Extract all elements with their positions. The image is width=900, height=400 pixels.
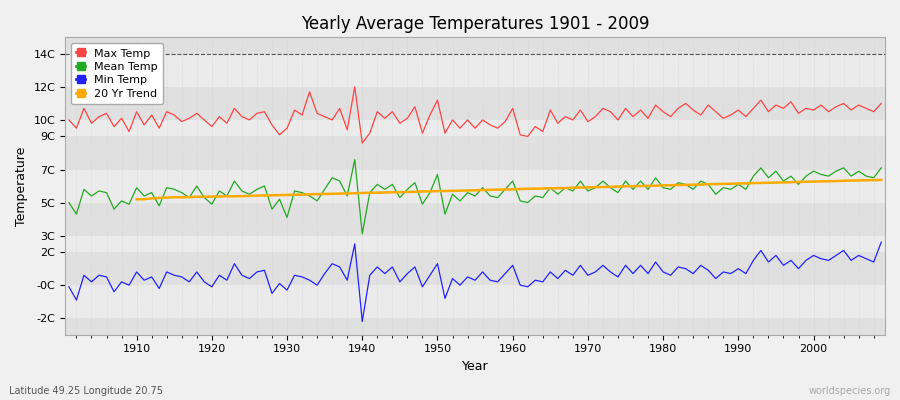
Text: worldspecies.org: worldspecies.org — [809, 386, 891, 396]
Bar — [65, 54, 885, 87]
Y-axis label: Temperature: Temperature — [15, 146, 28, 226]
Bar — [65, 37, 885, 54]
Text: Latitude 49.25 Longitude 20.75: Latitude 49.25 Longitude 20.75 — [9, 386, 163, 396]
Bar — [65, 285, 885, 318]
Bar — [65, 170, 885, 202]
X-axis label: Year: Year — [462, 360, 489, 373]
Bar — [65, 87, 885, 120]
Bar — [65, 318, 885, 335]
Bar — [65, 120, 885, 136]
Bar — [65, 202, 885, 236]
Legend: Max Temp, Mean Temp, Min Temp, 20 Yr Trend: Max Temp, Mean Temp, Min Temp, 20 Yr Tre… — [71, 43, 163, 104]
Bar — [65, 136, 885, 170]
Title: Yearly Average Temperatures 1901 - 2009: Yearly Average Temperatures 1901 - 2009 — [301, 15, 649, 33]
Bar — [65, 236, 885, 252]
Bar — [65, 252, 885, 285]
